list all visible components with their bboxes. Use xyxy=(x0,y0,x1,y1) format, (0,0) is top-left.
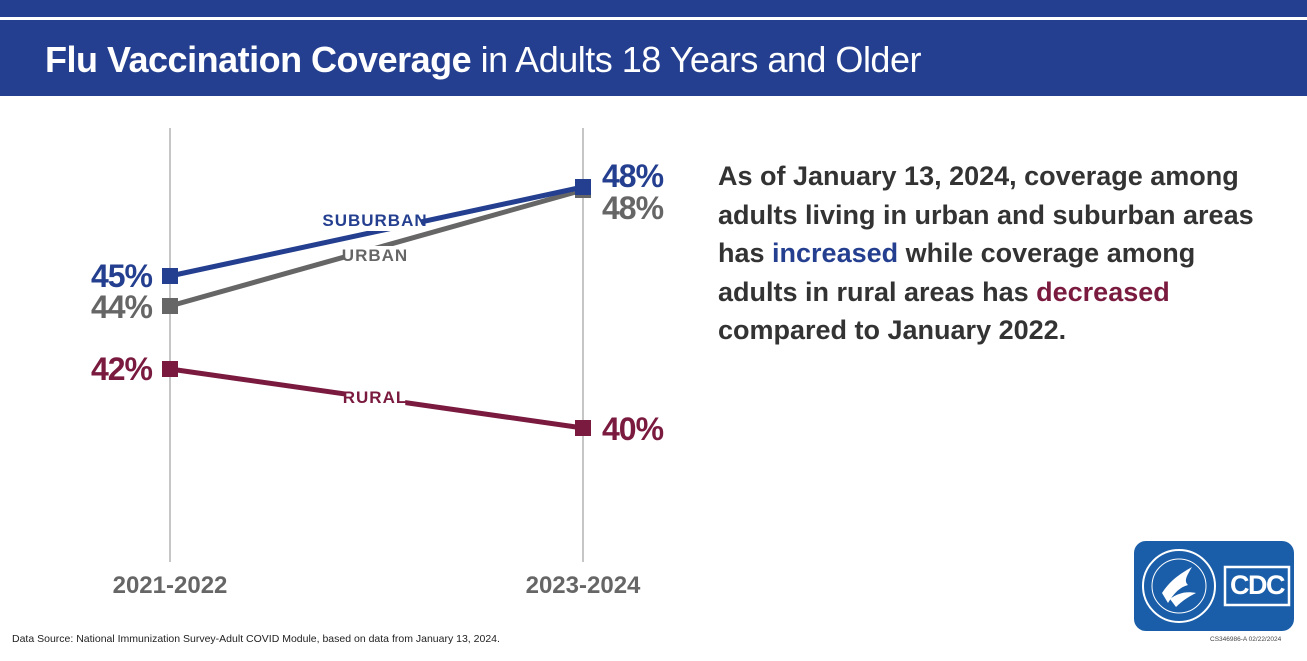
title-bold: Flu Vaccination Coverage xyxy=(45,39,472,80)
data-label-urban: 44% xyxy=(91,289,153,325)
title-rest: in Adults 18 Years and Older xyxy=(471,39,922,80)
data-label-urban: 48% xyxy=(602,190,664,226)
cdc-logo-text: CDC xyxy=(1230,570,1286,600)
series-label-suburban: SUBURBAN xyxy=(322,211,427,230)
summary-part3: compared to January 2022. xyxy=(718,315,1067,345)
summary-decreased: decreased xyxy=(1036,276,1170,307)
data-point-rural xyxy=(575,420,591,436)
data-point-rural xyxy=(162,361,178,377)
data-label-suburban: 48% xyxy=(602,158,664,194)
summary-increased: increased xyxy=(772,238,899,268)
header-banner: Flu Vaccination Coverage in Adults 18 Ye… xyxy=(0,0,1307,96)
hhs-eagle-seal-icon xyxy=(1142,549,1291,623)
data-point-urban xyxy=(162,298,178,314)
summary-text: As of January 13, 2024, coverage among a… xyxy=(718,157,1278,350)
cdc-logo: CDC xyxy=(1134,541,1294,631)
series-label-rural: RURAL xyxy=(343,388,408,407)
data-point-suburban xyxy=(162,268,178,284)
data-label-suburban: 45% xyxy=(91,258,153,294)
series-line-suburban xyxy=(169,184,584,279)
document-id: CS346986-A 02/22/2024 xyxy=(1210,636,1282,643)
series-label-bg xyxy=(329,211,421,231)
data-label-rural: 40% xyxy=(602,411,664,447)
summary-part1: As of January 13, 2024, coverage among a… xyxy=(718,161,1254,268)
x-tick-label: 2023-2024 xyxy=(526,572,641,599)
data-label-rural: 42% xyxy=(91,351,153,387)
summary-part2: while coverage among adults in rural are… xyxy=(718,238,1196,307)
page-title: Flu Vaccination Coverage in Adults 18 Ye… xyxy=(45,38,921,82)
series-label-bg xyxy=(344,388,406,408)
series-label-bg xyxy=(344,246,406,266)
header-rule xyxy=(0,17,1307,20)
data-point-suburban xyxy=(575,179,591,195)
data-source-note: Data Source: National Immunization Surve… xyxy=(12,633,500,645)
line-chart: 2021-2022 2023-2024SUBURBANURBANRURAL45%4… xyxy=(91,128,665,599)
x-tick-label: 2021-2022 xyxy=(113,572,228,599)
series-label-urban: URBAN xyxy=(342,246,408,265)
